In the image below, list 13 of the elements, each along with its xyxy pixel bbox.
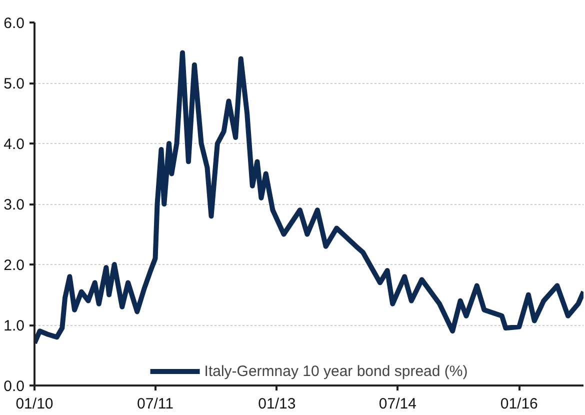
x-tick-label: 01/16 — [500, 396, 538, 412]
x-tick-label: 01/13 — [258, 396, 296, 412]
x-tick-label: 07/14 — [378, 396, 416, 412]
y-tick-label: 4.0 — [4, 136, 25, 153]
y-tick-label: 2.0 — [4, 257, 25, 274]
y-tick-label: 1.0 — [4, 318, 25, 334]
legend-label: Italy-Germnay 10 year bond spread (%) — [204, 362, 468, 380]
y-tick-label: 3.0 — [4, 196, 25, 214]
y-tick-label: 5.0 — [4, 76, 25, 92]
x-tick-label: 07/11 — [137, 396, 174, 412]
x-tick-label: 01/10 — [16, 396, 54, 412]
y-tick-label: 0.0 — [4, 378, 25, 395]
y-tick-label: 6.0 — [4, 15, 25, 32]
